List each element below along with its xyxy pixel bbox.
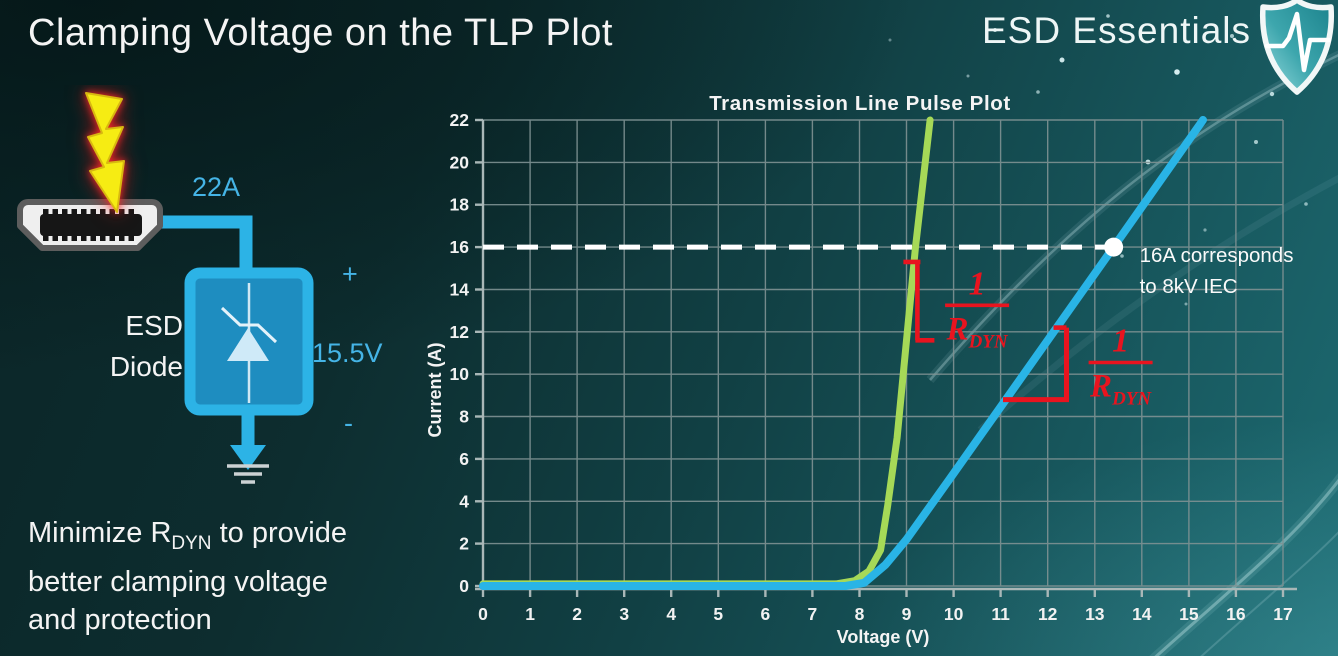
svg-text:16A corresponds: 16A corresponds (1140, 244, 1294, 267)
svg-text:10: 10 (450, 364, 470, 384)
y-axis-label: Current (A) (425, 343, 445, 438)
series-low-rdyn-diode (479, 116, 934, 588)
svg-text:6: 6 (459, 449, 469, 469)
esd-label: ESD (125, 310, 183, 341)
caption-text: Minimize RDYN to provide better clamping… (28, 514, 347, 639)
caption-line-2: better clamping voltage (28, 565, 328, 598)
shield-pulse-logo-icon (1259, 0, 1335, 95)
svg-text:0: 0 (459, 576, 469, 596)
clamp-voltage-label: 15.5V (312, 338, 383, 368)
caption-line-1: Minimize RDYN to provide (28, 517, 347, 554)
tlp-chart: 0 1 2 3 4 5 6 7 8 9 10 11 12 13 14 15 16 1702468101214161… (425, 92, 1297, 647)
svg-text:1: 1 (1112, 323, 1129, 360)
svg-text:7: 7 (808, 604, 818, 624)
svg-text:20: 20 (450, 152, 470, 172)
svg-text:to 8kV IEC: to 8kV IEC (1140, 275, 1238, 298)
svg-text:14: 14 (1132, 604, 1152, 624)
svg-text:13: 13 (1085, 604, 1105, 624)
svg-text:1: 1 (969, 265, 986, 302)
svg-text:16: 16 (450, 237, 470, 257)
plus-label: + (342, 259, 358, 289)
svg-text:16: 16 (1226, 604, 1246, 624)
y-tick-labels: 0 2 4 6 8 10 12 14 16 18 20 22 (450, 110, 470, 596)
svg-text:0: 0 (478, 604, 488, 624)
svg-text:12: 12 (1038, 604, 1058, 624)
rdyn-fraction: 1 RDYN (945, 265, 1010, 352)
marker-label: 16A corresponds to 8kV IEC (1140, 244, 1294, 298)
ground-symbol-icon (227, 464, 269, 484)
surge-current-label: 22A (192, 172, 240, 202)
chart-title: Transmission Line Pulse Plot (709, 92, 1011, 115)
svg-text:RDYN: RDYN (946, 311, 1009, 352)
brand-name: ESD Essentials (982, 10, 1251, 51)
plot-area: 0 1 2 3 4 5 6 7 8 9 10 11 12 13 14 15 16 1702468101214161… (450, 110, 1297, 624)
diode-label: Diode (110, 351, 183, 382)
svg-text:8: 8 (855, 604, 865, 624)
svg-text:8: 8 (459, 407, 469, 427)
svg-text:3: 3 (619, 604, 629, 624)
svg-text:1: 1 (525, 604, 535, 624)
svg-text:4: 4 (459, 491, 469, 511)
minus-label: - (344, 408, 353, 438)
svg-text:15: 15 (1179, 604, 1199, 624)
surge-wire (158, 215, 253, 283)
svg-text:12: 12 (450, 322, 470, 342)
caption-line-3: and protection (28, 603, 212, 636)
svg-text:18: 18 (450, 195, 470, 215)
slope-annotation-high-rdyn-diode (1003, 325, 1069, 403)
background-sparkles (888, 14, 1308, 306)
series-high-rdyn-diode (479, 116, 1207, 590)
page-title: Clamping Voltage on the TLP Plot (28, 12, 613, 54)
svg-text:22: 22 (450, 110, 470, 130)
svg-text:6: 6 (761, 604, 771, 624)
svg-text:5: 5 (713, 604, 723, 624)
ground-arrow (230, 407, 266, 470)
heartbeat-pulse-icon (1264, 11, 1332, 73)
x-axis-label: Voltage (V) (837, 627, 930, 647)
svg-text:2: 2 (572, 604, 582, 624)
zener-diode-symbol (220, 283, 278, 403)
grid-lines (482, 119, 1284, 587)
svg-text:2: 2 (459, 534, 469, 554)
slope-annotation-low-rdyn-diode (903, 259, 935, 343)
rdyn-subscript: DYN (171, 532, 212, 554)
swoosh-lines (926, 50, 1338, 656)
marker-dot (1104, 237, 1124, 257)
svg-text:9: 9 (902, 604, 912, 624)
lightning-bolt-icon (85, 92, 125, 213)
esd-circuit-diagram: 22A ESD Diode + 15.5V - (17, 92, 383, 484)
svg-text:11: 11 (991, 604, 1010, 624)
x-tick-labels: 0 1 2 3 4 5 6 7 8 9 10 11 12 13 14 15 16 17 (478, 604, 1293, 624)
svg-text:10: 10 (944, 604, 964, 624)
hdmi-connector-icon (17, 199, 163, 251)
svg-text:14: 14 (450, 280, 470, 300)
svg-text:4: 4 (666, 604, 676, 624)
svg-text:17: 17 (1273, 604, 1292, 624)
